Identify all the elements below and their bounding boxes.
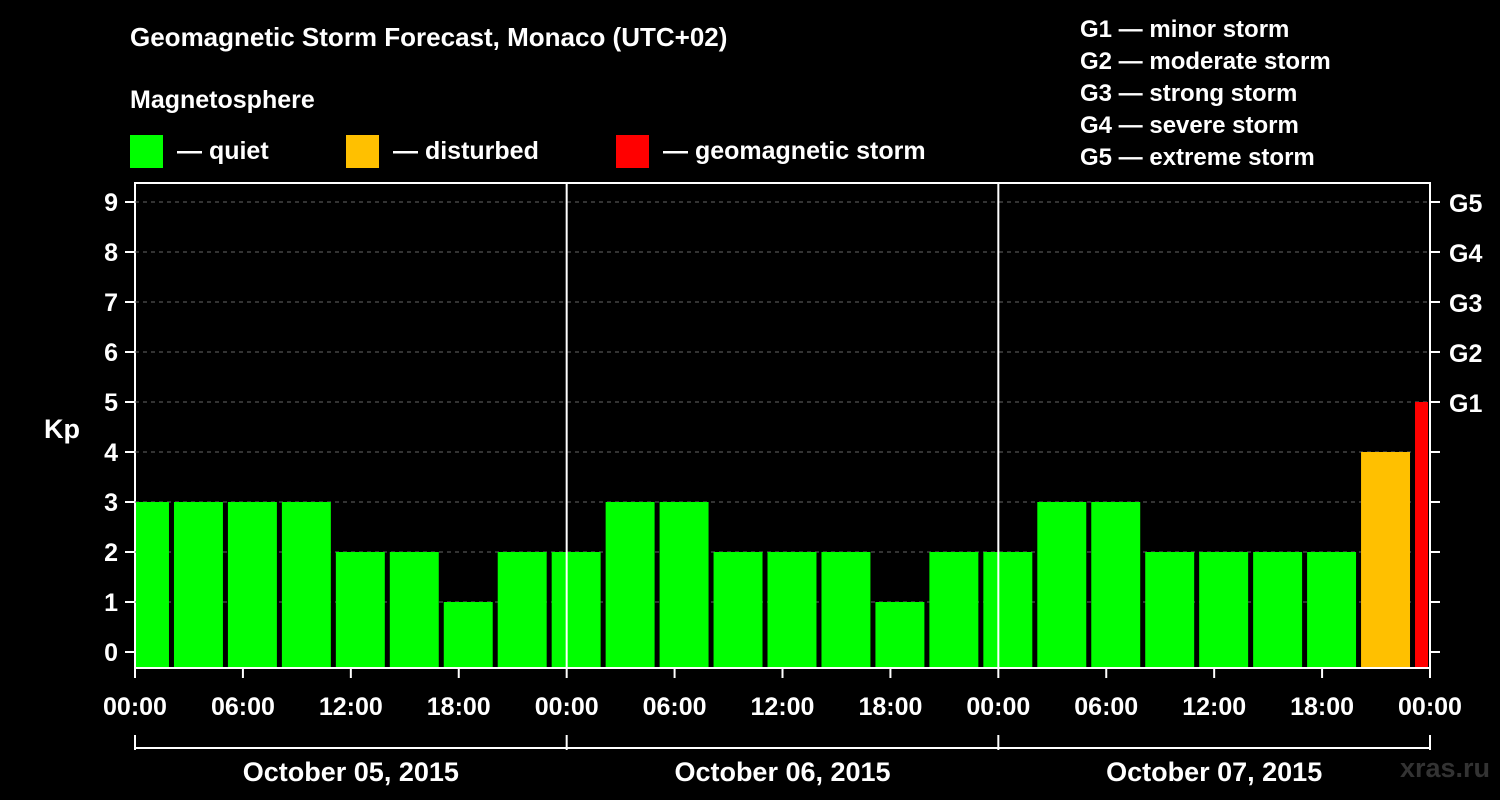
y-tick-label: 4 xyxy=(104,439,118,467)
x-tick-label: 00:00 xyxy=(1398,693,1462,721)
kp-bar xyxy=(173,502,223,667)
x-tick-label: 12:00 xyxy=(1182,693,1246,721)
x-tick-label: 18:00 xyxy=(427,693,491,721)
legend-quiet-label: — quiet xyxy=(177,136,269,165)
kp-bar xyxy=(1415,402,1428,667)
y-tick-label: 5 xyxy=(104,389,118,417)
kp-bar xyxy=(281,502,331,667)
y-axis-label: Kp xyxy=(44,414,80,444)
legend-quiet-swatch xyxy=(130,134,163,168)
g-scale-label: G4 xyxy=(1449,240,1482,268)
kp-bar xyxy=(659,502,709,667)
y-tick-label: 7 xyxy=(104,289,118,317)
kp-bar xyxy=(1253,552,1303,667)
kp-bar xyxy=(443,602,493,667)
x-tick-label: 06:00 xyxy=(643,693,707,721)
g-scale-label: G5 xyxy=(1449,190,1482,218)
kp-bar xyxy=(389,552,439,667)
x-tick-label: 12:00 xyxy=(319,693,383,721)
legend-disturbed-label: — disturbed xyxy=(393,136,539,165)
kp-bar xyxy=(136,502,169,667)
kp-bar xyxy=(1361,452,1411,667)
kp-bar xyxy=(1199,552,1249,667)
kp-bar xyxy=(1307,552,1357,667)
x-tick-label: 00:00 xyxy=(535,693,599,721)
g-legend-item: G2 — moderate storm xyxy=(1080,48,1331,75)
y-tick-label: 1 xyxy=(104,589,118,617)
day-label: October 06, 2015 xyxy=(674,757,890,787)
legend-disturbed-swatch xyxy=(346,134,379,168)
x-tick-label: 18:00 xyxy=(1290,693,1354,721)
x-tick-label: 12:00 xyxy=(751,693,815,721)
y-tick-label: 3 xyxy=(104,489,118,517)
kp-bar xyxy=(1145,552,1195,667)
y-tick-label: 2 xyxy=(104,539,118,567)
x-tick-label: 06:00 xyxy=(211,693,275,721)
kp-bar xyxy=(713,552,763,667)
chart-subtitle: Magnetosphere xyxy=(130,86,315,114)
g-legend-item: G5 — extreme storm xyxy=(1080,144,1315,171)
g-legend-item: G1 — minor storm xyxy=(1080,16,1290,43)
g-scale-legend: G1 — minor storm G2 — moderate storm G3 … xyxy=(1080,14,1331,174)
legend-storm-swatch xyxy=(616,134,649,168)
y-tick-label: 8 xyxy=(104,239,118,267)
legend-storm-label: — geomagnetic storm xyxy=(663,136,926,165)
g-scale-label: G1 xyxy=(1449,390,1482,418)
y-tick-label: 0 xyxy=(104,639,118,667)
x-tick-label: 06:00 xyxy=(1074,693,1138,721)
kp-bar xyxy=(983,552,1033,667)
kp-bar xyxy=(605,502,655,667)
legend-disturbed: — disturbed xyxy=(346,134,539,168)
y-tick-label: 9 xyxy=(104,189,118,217)
g-legend-item: G4 — severe storm xyxy=(1080,112,1299,139)
kp-bar xyxy=(875,602,925,667)
g-scale-label: G2 xyxy=(1449,340,1482,368)
kp-bar xyxy=(767,552,817,667)
legend-storm: — geomagnetic storm xyxy=(616,134,926,168)
kp-bar xyxy=(1037,502,1087,667)
kp-bar xyxy=(551,552,601,667)
x-tick-label: 00:00 xyxy=(103,693,167,721)
chart-title: Geomagnetic Storm Forecast, Monaco (UTC+… xyxy=(130,22,728,52)
kp-bar xyxy=(227,502,277,667)
y-tick-label: 6 xyxy=(104,339,118,367)
g-scale-label: G3 xyxy=(1449,290,1482,318)
x-tick-label: 00:00 xyxy=(966,693,1030,721)
day-label: October 05, 2015 xyxy=(243,757,459,787)
kp-bar xyxy=(929,552,979,667)
watermark: xras.ru xyxy=(1399,753,1490,783)
day-label: October 07, 2015 xyxy=(1106,757,1322,787)
kp-bar xyxy=(1091,502,1141,667)
kp-bar xyxy=(335,552,385,667)
g-legend-item: G3 — strong storm xyxy=(1080,80,1298,107)
x-tick-label: 18:00 xyxy=(858,693,922,721)
kp-bar xyxy=(497,552,547,667)
kp-bar xyxy=(821,552,871,667)
legend-quiet: — quiet xyxy=(130,134,269,168)
